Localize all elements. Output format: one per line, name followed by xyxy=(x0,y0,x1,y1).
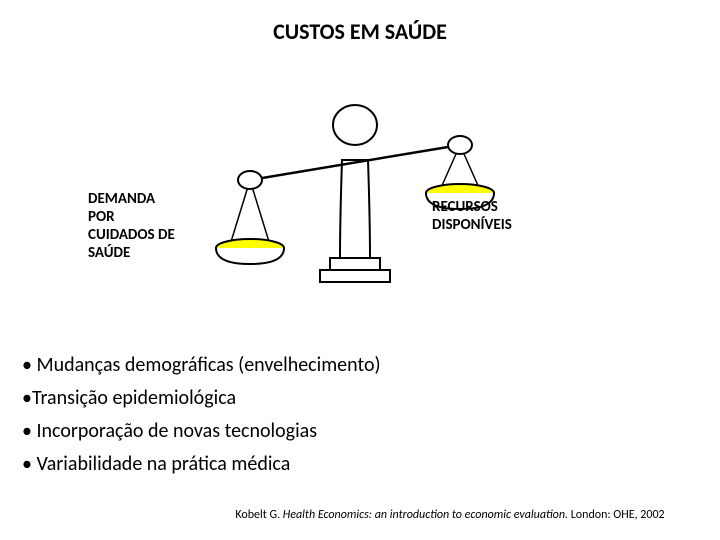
list-item: • Incorporação de novas tecnologias xyxy=(22,416,381,447)
list-item: • Variabilidade na prática médica xyxy=(22,449,381,480)
right-pan-label: RECURSOSDISPONÍVEIS xyxy=(432,198,512,234)
left-pan-label: DEMANDAPORCUIDADOS DESAÚDE xyxy=(88,190,175,262)
balance-scale-diagram xyxy=(210,90,500,290)
citation-rest: London: OHE, 2002 xyxy=(568,508,665,522)
citation-author: Kobelt G. xyxy=(235,508,280,522)
citation-text: Kobelt G. Health Economics: an introduct… xyxy=(0,508,720,522)
citation-title: Health Economics: an introduction to eco… xyxy=(283,508,568,522)
bullet-list: • Mudanças demográficas (envelhecimento)… xyxy=(22,350,381,482)
page-title: CUSTOS EM SAÚDE xyxy=(0,18,720,45)
list-item: • Mudanças demográficas (envelhecimento) xyxy=(22,350,381,381)
list-item: •Transição epidemiológica xyxy=(22,383,381,414)
scale-icon xyxy=(210,90,500,290)
